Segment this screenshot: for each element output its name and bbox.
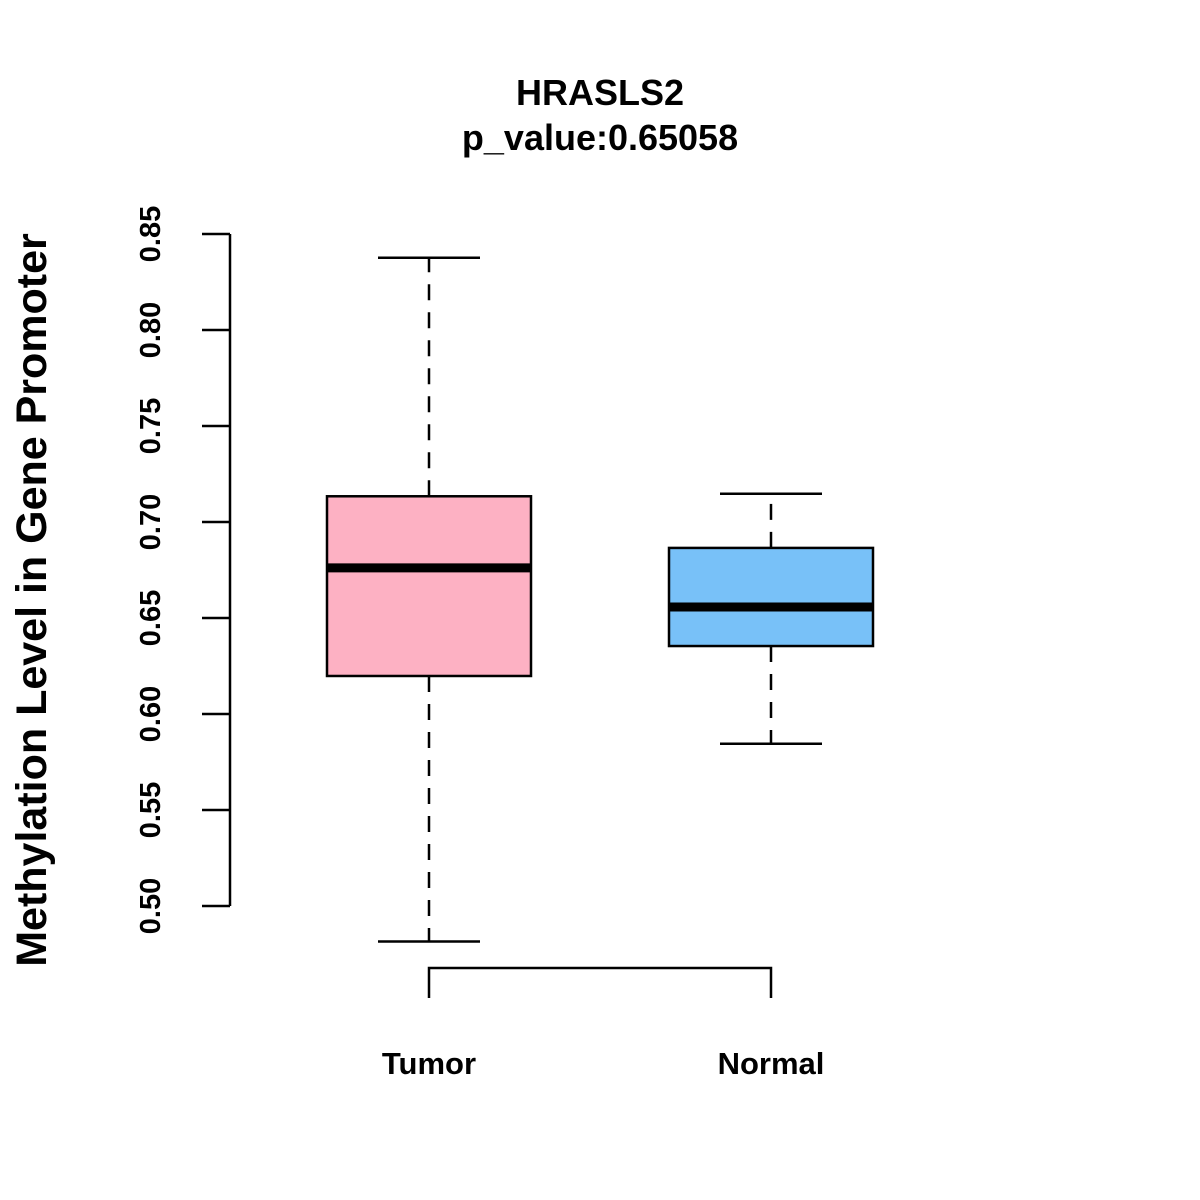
y-tick-label: 0.65 [135, 590, 167, 646]
y-tick-label: 0.70 [135, 494, 167, 550]
y-tick-label: 0.50 [135, 878, 167, 934]
chart-subtitle: p_value:0.65058 [462, 117, 738, 158]
bracket-line [427, 966, 773, 998]
y-tick-label: 0.60 [135, 686, 167, 742]
y-tick-label: 0.75 [135, 398, 167, 454]
boxes [325, 256, 875, 943]
y-tick-label: 0.85 [135, 206, 167, 262]
box-tumor [325, 256, 533, 943]
chart-title: HRASLS2 [516, 72, 684, 113]
y-axis-ticks: 0.50 0.55 0.60 0.65 0.70 0.75 0.80 0.85 [135, 206, 230, 934]
y-axis-label: Methylation Level in Gene Promoter [8, 233, 56, 967]
x-axis-labels: Tumor Normal [382, 1046, 824, 1081]
comparison-bracket [427, 966, 773, 998]
y-tick-label: 0.55 [135, 782, 167, 838]
iqr-box [325, 495, 533, 678]
x-label-tumor: Tumor [382, 1046, 476, 1081]
y-tick-label: 0.80 [135, 302, 167, 358]
iqr-box [667, 546, 875, 648]
box-normal [667, 492, 875, 746]
x-label-normal: Normal [718, 1046, 825, 1081]
